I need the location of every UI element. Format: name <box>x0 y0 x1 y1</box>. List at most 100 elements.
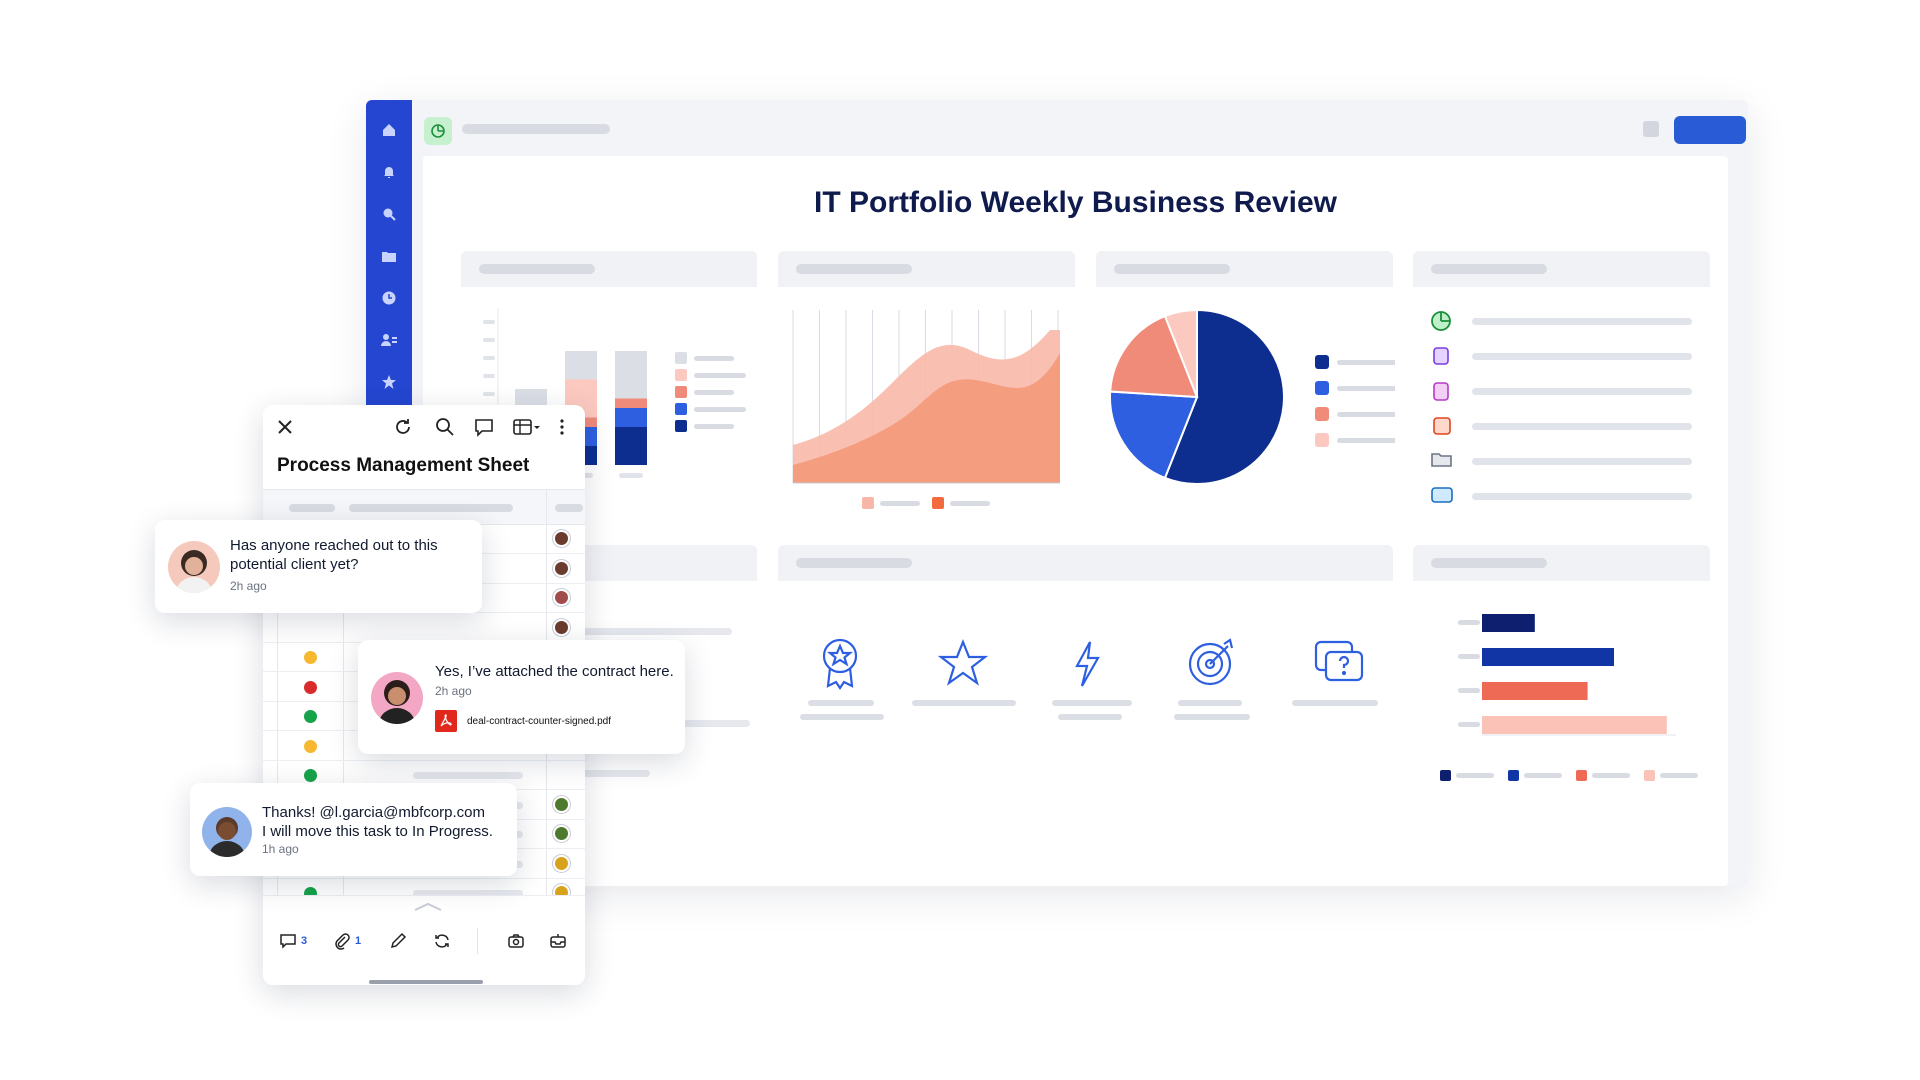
sheet-footer: 3 1 <box>263 895 585 985</box>
x-tick-label <box>619 473 643 478</box>
more-icon[interactable] <box>559 418 565 441</box>
legend-label <box>1524 773 1562 778</box>
comment-card[interactable]: Has anyone reached out to this potential … <box>155 520 482 613</box>
document-icon <box>1433 382 1449 401</box>
avatar <box>553 618 570 636</box>
star-icon[interactable] <box>366 370 412 394</box>
sync-icon[interactable] <box>433 932 451 955</box>
target-icon <box>1188 638 1234 686</box>
primary-button[interactable] <box>1674 116 1746 144</box>
y-tick-label <box>1458 620 1480 625</box>
pie-slice <box>1109 314 1199 399</box>
legend-swatch <box>1576 770 1587 781</box>
avatar <box>168 541 220 593</box>
contacts-icon[interactable] <box>366 328 412 352</box>
home-indicator <box>369 980 483 984</box>
comment-time: 2h ago <box>435 684 472 698</box>
legend-label <box>1337 386 1395 391</box>
hbar <box>1482 682 1588 700</box>
refresh-icon[interactable] <box>393 417 413 442</box>
legend-label <box>1592 773 1630 778</box>
attachments-count: 1 <box>355 935 362 947</box>
edit-icon[interactable] <box>389 932 407 955</box>
legend-swatch <box>1315 433 1329 447</box>
app-logo-icon <box>424 117 452 145</box>
icon-list <box>1428 308 1728 518</box>
legend-label <box>694 390 734 395</box>
legend-label <box>694 407 746 412</box>
lightning-icon <box>1075 641 1100 687</box>
area-chart <box>792 310 1060 509</box>
pie-slice <box>1163 308 1198 398</box>
card-header <box>461 251 757 287</box>
status-dot <box>304 739 317 753</box>
settings-icon[interactable] <box>1643 121 1659 137</box>
attachment-link[interactable]: deal-contract-counter-signed.pdf <box>435 710 611 732</box>
comment-card[interactable]: Thanks! @l.garcia@mbfcorp.com I will move… <box>190 783 517 876</box>
note-icon <box>1433 347 1449 365</box>
bar-segment <box>615 351 647 399</box>
status-dot <box>304 680 317 694</box>
legend-swatch <box>932 497 944 509</box>
legend-label <box>1337 438 1395 443</box>
avatar <box>371 672 423 724</box>
legend-label <box>1337 360 1395 365</box>
y-tick-label <box>1458 654 1480 659</box>
pie-chart <box>1109 308 1395 485</box>
clock-icon[interactable] <box>366 286 412 310</box>
legend-swatch <box>862 497 874 509</box>
bar-segment <box>515 389 547 408</box>
card-header <box>1413 251 1710 287</box>
avatar <box>553 825 570 842</box>
attachments-button[interactable]: 1 <box>333 932 361 950</box>
bar-segment <box>615 408 647 427</box>
comment-text: Has anyone reached out to this potential … <box>230 537 438 573</box>
close-icon[interactable] <box>277 419 293 440</box>
paperclip-icon <box>335 933 350 950</box>
avatar <box>553 795 570 813</box>
search-icon[interactable] <box>366 202 412 226</box>
sidebar <box>366 100 412 430</box>
search-icon[interactable] <box>435 417 455 442</box>
legend-swatch <box>1508 770 1519 781</box>
comments-count: 3 <box>301 935 308 947</box>
comment-card[interactable]: Yes, I’ve attached the contract here. 2h… <box>358 640 685 754</box>
comment-text: Yes, I’ve attached the contract here. <box>435 663 674 680</box>
grid-view-icon[interactable] <box>513 418 543 441</box>
bar-segment <box>615 398 647 408</box>
status-dot <box>304 769 317 782</box>
breadcrumb <box>462 124 610 134</box>
pie-slice <box>1163 308 1285 485</box>
camera-icon[interactable] <box>507 932 525 955</box>
folder-icon[interactable] <box>366 244 412 268</box>
legend-swatch <box>675 369 687 381</box>
home-icon[interactable] <box>366 118 412 142</box>
hbar <box>1482 648 1614 666</box>
inbox-icon[interactable] <box>549 932 567 955</box>
avatar <box>202 807 252 857</box>
legend-label <box>1337 412 1395 417</box>
legend-swatch <box>675 352 687 364</box>
page-title: IT Portfolio Weekly Business Review <box>814 186 1337 219</box>
comment-icon[interactable] <box>474 417 494 442</box>
legend-swatch <box>675 403 687 415</box>
kpi-icons <box>800 638 1378 720</box>
legend-label <box>1660 773 1698 778</box>
contacts-card-icon <box>1431 487 1453 503</box>
bar-segment <box>565 351 597 380</box>
comment-time: 2h ago <box>230 579 267 593</box>
bar-segment <box>615 427 647 465</box>
pdf-icon <box>435 710 457 732</box>
comments-button[interactable]: 3 <box>279 932 307 950</box>
legend-swatch <box>1315 407 1329 421</box>
pie-slice <box>1109 390 1199 480</box>
status-dot <box>304 710 317 723</box>
avatar <box>553 530 570 547</box>
help-chat-icon <box>1314 640 1364 682</box>
y-tick-label <box>1458 688 1480 693</box>
horizontal-bar-chart <box>1440 614 1698 781</box>
table-row[interactable] <box>263 614 585 643</box>
award-icon <box>822 638 858 690</box>
hbar <box>1482 716 1667 734</box>
bell-icon[interactable] <box>366 160 412 184</box>
